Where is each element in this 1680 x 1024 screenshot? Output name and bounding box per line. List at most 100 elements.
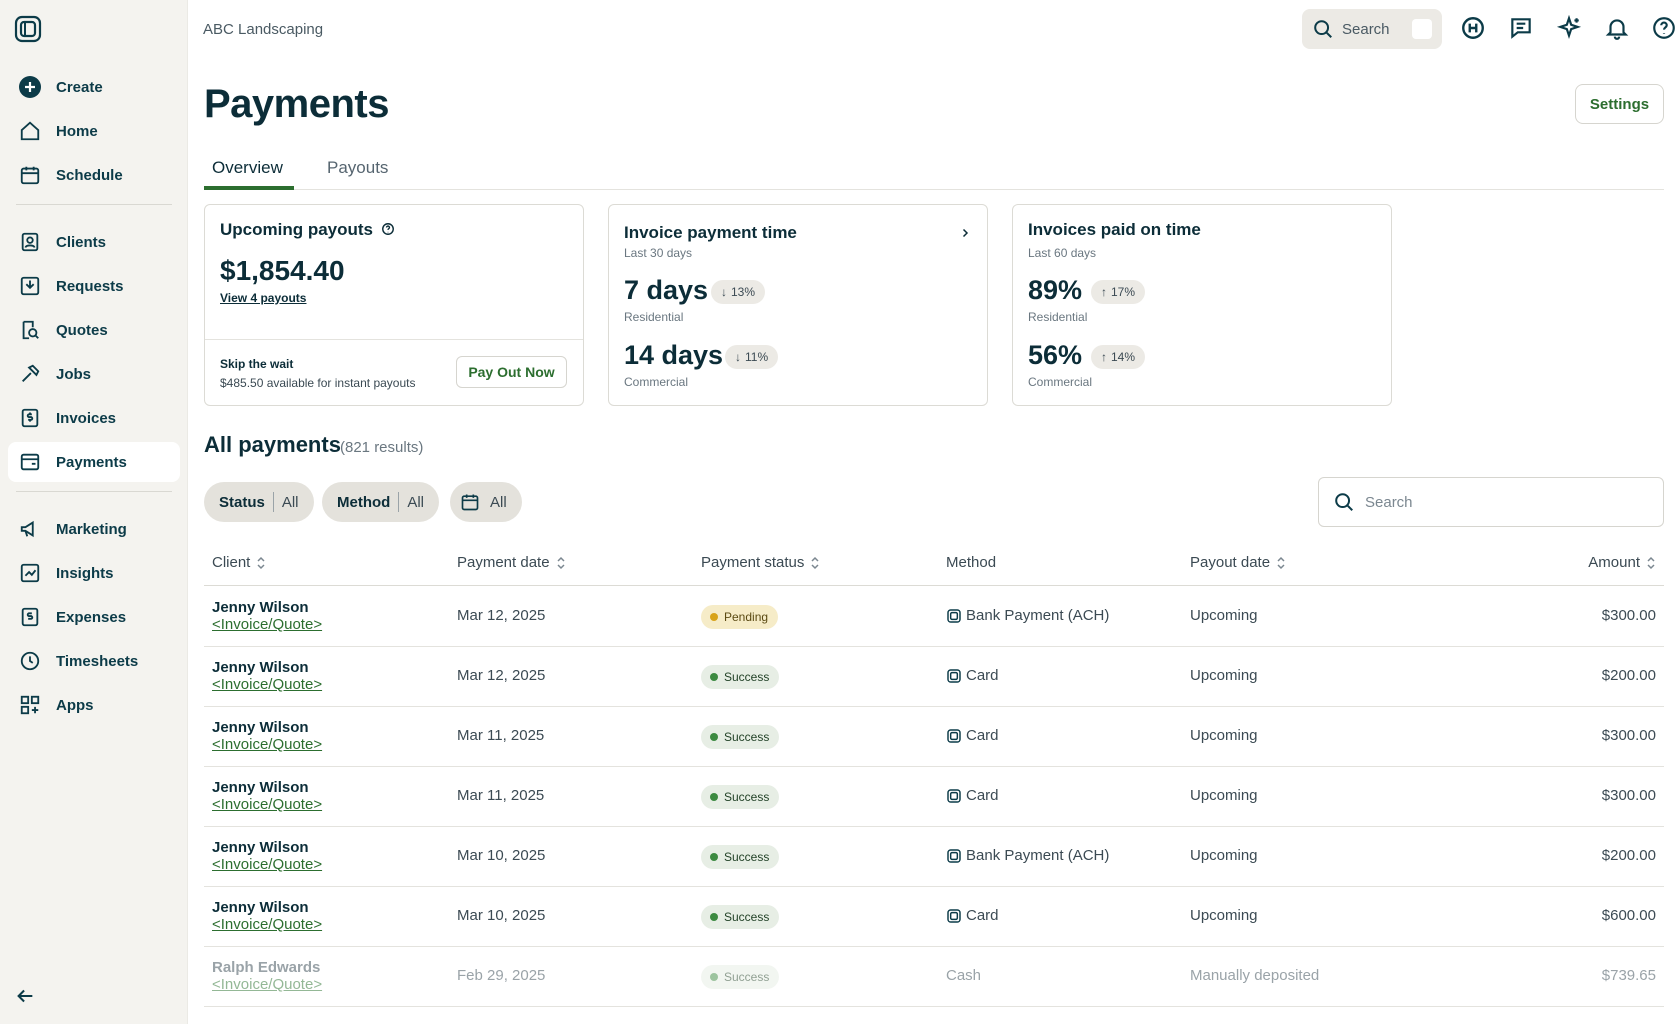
commercial-label: Commercial	[624, 375, 689, 389]
client-name[interactable]: Ralph Edwards	[212, 959, 321, 976]
client-name[interactable]: Jenny Wilson	[212, 779, 309, 796]
client-name[interactable]: Jenny Wilson	[212, 659, 309, 676]
collapse-sidebar-icon[interactable]	[14, 985, 36, 1007]
sidebar-item-timesheets[interactable]: Timesheets	[8, 641, 180, 681]
sidebar-item-apps[interactable]: Apps	[8, 685, 180, 725]
sort-icon	[811, 556, 819, 569]
table-row[interactable]: Jenny Wilson <Invoice/Quote> Mar 10, 2025 S…	[204, 827, 1664, 887]
client-name[interactable]: Jenny Wilson	[212, 719, 309, 736]
table-search-input[interactable]: Search	[1318, 477, 1664, 527]
payment-amount: $300.00	[1601, 727, 1656, 744]
invoice-quote-link[interactable]: <Invoice/Quote>	[212, 736, 323, 753]
column-payment-date[interactable]: Payment date	[457, 554, 566, 571]
payment-method-label: Card	[966, 727, 999, 744]
payments-icon	[16, 448, 44, 476]
status-badge: Success	[701, 785, 780, 809]
sidebar-item-quotes[interactable]: Quotes	[8, 310, 180, 350]
invoice-quote-link[interactable]: <Invoice/Quote>	[212, 796, 323, 813]
results-count: (821 results)	[340, 439, 424, 456]
column-payout-date[interactable]: Payout date	[1190, 554, 1286, 571]
column-client[interactable]: Client	[212, 554, 266, 571]
view-payouts-link[interactable]: View 4 payouts	[220, 291, 307, 305]
residential-value: 89%	[1028, 275, 1083, 305]
sidebar-item-clients[interactable]: Clients	[8, 222, 180, 262]
sidebar-item-invoices[interactable]: Invoices	[8, 398, 180, 438]
invoice-quote-link[interactable]: <Invoice/Quote>	[212, 916, 323, 933]
sidebar-item-jobs[interactable]: Jobs	[8, 354, 180, 394]
pay-out-now-button[interactable]: Pay Out Now	[456, 356, 567, 388]
status-dot	[710, 613, 718, 621]
table-row[interactable]: Jenny Wilson <Invoice/Quote> Mar 11, 2025 S…	[204, 707, 1664, 767]
payment-amount: $200.00	[1601, 847, 1656, 864]
table-row[interactable]: Jenny Wilson <Invoice/Quote> Mar 11, 2025 S…	[204, 767, 1664, 827]
payment-amount: $300.00	[1601, 607, 1656, 624]
client-name[interactable]: Jenny Wilson	[212, 599, 309, 616]
status-badge: Success	[701, 665, 780, 689]
payment-method-icon	[947, 908, 961, 923]
table-row[interactable]: Jenny Wilson <Invoice/Quote> Mar 10, 2025 S…	[204, 887, 1664, 947]
table-row[interactable]: Ralph Edwards <Invoice/Quote> Feb 29, 2025…	[204, 947, 1664, 1007]
all-payments-heading: All payments	[204, 432, 341, 457]
status-label: Success	[724, 910, 770, 924]
table-row[interactable]: Jenny Wilson <Invoice/Quote> Mar 12, 2025 P…	[204, 587, 1664, 647]
invoice-payment-time-card[interactable]: Invoice payment time Last 30 days 7 days…	[608, 204, 988, 406]
commercial-delta-badge: ↓ 11%	[725, 345, 779, 369]
commercial-delta: 14%	[1111, 350, 1136, 364]
method-filter[interactable]: Method All	[322, 482, 439, 522]
payout-date: Upcoming	[1190, 727, 1258, 744]
card-period: Last 60 days	[1028, 246, 1097, 260]
column-payment-status[interactable]: Payment status	[701, 554, 820, 571]
settings-button[interactable]: Settings	[1575, 84, 1664, 124]
table-row[interactable]: Jenny Wilson <Invoice/Quote> Mar 12, 2025 S…	[204, 647, 1664, 707]
status-filter[interactable]: Status All	[204, 482, 314, 522]
residential-delta: 17%	[1111, 285, 1136, 299]
messages-icon[interactable]	[1508, 15, 1534, 41]
quotes-icon	[16, 316, 44, 344]
payments-table-header: Client Payment date Payment status Metho…	[204, 548, 1664, 586]
column-label: Client	[212, 554, 251, 571]
calendar-icon	[461, 494, 479, 511]
client-name[interactable]: Jenny Wilson	[212, 899, 309, 916]
payment-method-icon	[947, 608, 961, 623]
tab-payouts[interactable]: Payouts	[327, 158, 389, 177]
bell-icon[interactable]	[1604, 15, 1630, 41]
payment-date: Mar 10, 2025	[457, 847, 546, 864]
client-name[interactable]: Jenny Wilson	[212, 839, 309, 856]
sidebar-item-marketing[interactable]: Marketing	[8, 509, 180, 549]
invoice-quote-link[interactable]: <Invoice/Quote>	[212, 676, 323, 693]
sidebar-divider	[16, 491, 172, 492]
filter-key: Status	[219, 493, 265, 511]
sidebar-item-expenses[interactable]: Expenses	[8, 597, 180, 637]
date-filter[interactable]: All	[450, 482, 522, 522]
active-tab-indicator	[204, 186, 294, 190]
card-title: Invoice payment time	[624, 223, 797, 242]
invoice-quote-link[interactable]: <Invoice/Quote>	[212, 976, 323, 993]
help-icon[interactable]	[1651, 15, 1677, 41]
invoice-quote-link[interactable]: <Invoice/Quote>	[212, 616, 323, 633]
payment-method-label: Cash	[946, 967, 982, 984]
sidebar: Create Home Schedule Clients Requests	[0, 0, 188, 1024]
invoice-quote-link[interactable]: <Invoice/Quote>	[212, 856, 323, 873]
global-search[interactable]: Search	[1302, 9, 1442, 49]
sidebar-item-home[interactable]: Home	[8, 111, 180, 151]
help-circle-icon[interactable]	[381, 222, 395, 236]
payment-method-icon	[947, 668, 961, 683]
chevron-right-icon[interactable]	[959, 227, 971, 239]
sidebar-item-insights[interactable]: Insights	[8, 553, 180, 593]
sidebar-item-payments[interactable]: Payments	[8, 442, 180, 482]
arrow-up-icon: ↑	[1101, 350, 1107, 364]
sidebar-item-label: Create	[56, 78, 103, 96]
payout-date: Upcoming	[1190, 907, 1258, 924]
payment-amount: $200.00	[1601, 667, 1656, 684]
column-amount[interactable]: Amount	[1588, 554, 1656, 571]
tab-overview[interactable]: Overview	[212, 158, 283, 177]
sidebar-item-schedule[interactable]: Schedule	[8, 155, 180, 195]
card-title: Invoices paid on time	[1028, 220, 1201, 239]
sidebar-item-requests[interactable]: Requests	[8, 266, 180, 306]
ai-assistant-icon[interactable]	[1460, 15, 1486, 41]
sidebar-item-create[interactable]: Create	[8, 67, 180, 107]
sort-icon	[1277, 556, 1285, 569]
app-logo-icon[interactable]	[14, 15, 42, 43]
residential-label: Residential	[624, 310, 684, 324]
sparkles-icon[interactable]	[1556, 15, 1582, 41]
